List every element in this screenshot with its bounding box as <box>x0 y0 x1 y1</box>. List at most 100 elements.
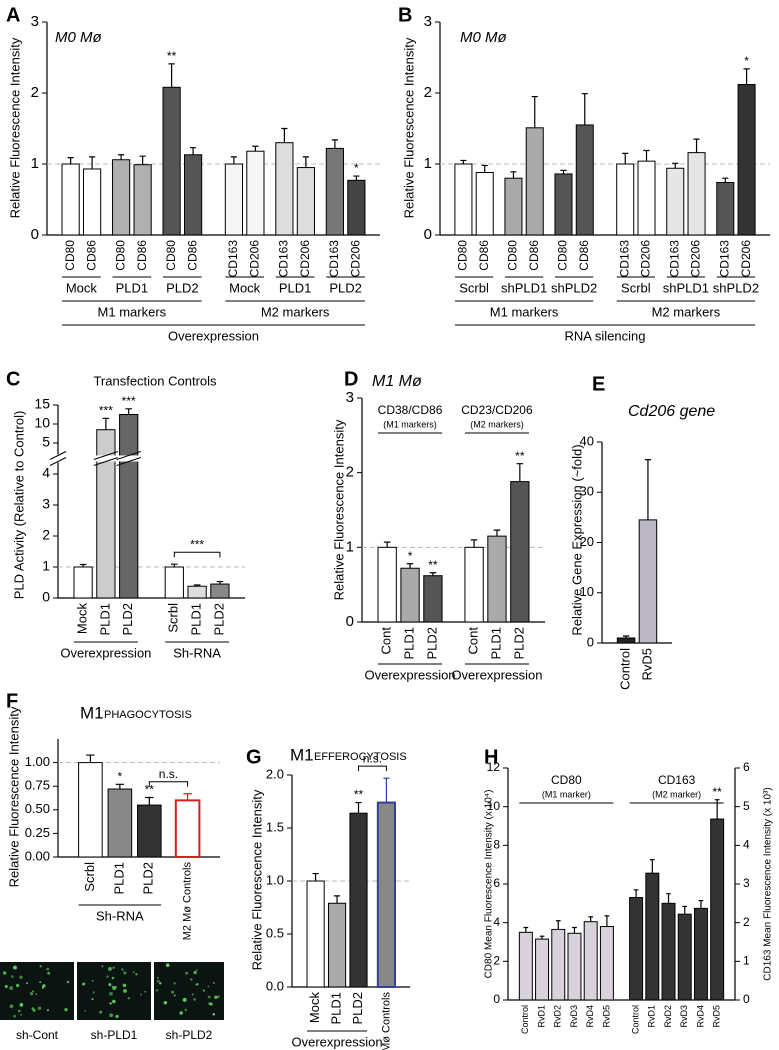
bar <box>666 167 685 236</box>
bar <box>347 179 366 236</box>
bar <box>661 902 676 1001</box>
y-tick-label: 0 <box>346 613 354 630</box>
y-tick-label: 30 <box>580 484 594 499</box>
bar <box>638 519 658 644</box>
bar <box>567 932 582 1001</box>
category-label: CD206 <box>739 240 753 278</box>
y-axis-label: Relative Fluorescence Intensity <box>6 706 21 887</box>
y-tick-label: 4 <box>42 465 50 481</box>
error-bar <box>145 796 154 806</box>
bar <box>629 897 644 1001</box>
panel-title-suffix: PHAGOCYTOSIS <box>104 709 192 721</box>
bar <box>525 127 544 236</box>
error-bar <box>722 177 729 183</box>
bar <box>475 172 494 236</box>
bar <box>551 928 566 1001</box>
y-tick-label: 2 <box>31 84 39 101</box>
bar <box>164 566 184 599</box>
cell-dot <box>121 968 124 971</box>
cell-dot <box>173 982 176 985</box>
y2-tick-label: 4 <box>743 838 750 852</box>
y-tick-label: 8 <box>493 838 500 852</box>
bar <box>616 637 636 644</box>
cell-dot <box>156 976 159 979</box>
y-tick-label: 0.00 <box>25 848 50 863</box>
group-label: Scrbl <box>621 280 651 295</box>
error-bar <box>118 154 125 160</box>
y-tick-label: 3 <box>424 13 432 30</box>
y-tick-label: 1 <box>424 155 432 172</box>
category-label: PLD2 <box>120 603 135 636</box>
category-label: PLD1 <box>488 627 503 660</box>
axis-break-gap <box>50 454 66 463</box>
category-label: Mock <box>307 992 322 1024</box>
bar <box>327 902 347 988</box>
cell-dot <box>207 985 210 988</box>
error-bar <box>302 156 309 168</box>
bar <box>535 938 550 1001</box>
category-label: PLD2 <box>141 862 156 895</box>
category-label: RvD5 <box>601 1005 611 1028</box>
cell-dot <box>9 1004 14 1009</box>
y-tick-label: 0 <box>424 226 432 243</box>
footer-label: Overexpression <box>168 328 259 343</box>
section-label: Overexpression <box>451 667 542 682</box>
y-tick-label: 0.75 <box>25 778 50 793</box>
category-label: M2 Mø Controls <box>182 862 194 941</box>
group-label: shPLD1 <box>663 280 709 295</box>
y-axis-label: CD80 Mean Fluorescence Intensity (x 10⁴) <box>484 790 495 979</box>
error-bar <box>560 169 567 174</box>
category-label: CD80 <box>506 240 520 271</box>
category-label: CD206 <box>298 240 312 278</box>
micrograph-caption: sh-PLD1 <box>91 1028 138 1042</box>
error-bar <box>539 935 545 940</box>
error-bar <box>281 127 288 143</box>
category-label: CD163 <box>277 240 291 278</box>
error-bar <box>125 408 132 415</box>
group-label: shPLD2 <box>713 280 759 295</box>
section-label: Overexpression <box>292 1034 383 1049</box>
error-bar <box>470 539 478 548</box>
micrograph <box>0 962 74 1020</box>
y-tick-label: 15 <box>34 396 50 412</box>
y2-tick-label: 2 <box>743 915 750 929</box>
cell-dot <box>46 1009 49 1012</box>
cell-dot <box>91 998 94 1001</box>
section-label: M2 markers <box>261 304 330 319</box>
cell-dot <box>101 965 104 968</box>
y2-tick-label: 6 <box>743 760 750 774</box>
error-bar <box>743 68 750 85</box>
group-label: Mock <box>229 280 261 295</box>
bar <box>306 880 325 988</box>
comparison-label: *** <box>190 537 204 551</box>
section-header: CD163 <box>658 773 696 787</box>
bar <box>518 931 533 1001</box>
cell-dot <box>39 981 42 984</box>
y-tick-label: 1 <box>42 558 50 574</box>
panel-letter: A <box>6 4 20 26</box>
significance-label: * <box>744 54 749 68</box>
bar <box>510 481 530 623</box>
cell-dot <box>123 989 127 993</box>
cell-dot <box>106 975 109 978</box>
category-label: RvD5 <box>639 648 654 681</box>
cell-dot <box>155 988 159 992</box>
cell-dot <box>66 980 70 984</box>
error-bar <box>171 563 178 567</box>
group-label: PLD1 <box>116 280 149 295</box>
section-header-note: (M1 marker) <box>542 789 591 799</box>
y-tick-label: 20 <box>580 534 594 549</box>
cell-dot <box>159 982 162 985</box>
section-label: Sh-RNA <box>96 908 144 923</box>
category-label: Cont <box>466 627 481 655</box>
panel-title: M1 <box>290 745 314 764</box>
category-label: CD163 <box>667 240 681 278</box>
cell-dot <box>196 983 199 986</box>
error-bar <box>102 417 110 430</box>
bar <box>61 163 80 236</box>
bar <box>376 801 396 988</box>
cell-dot <box>19 1003 24 1007</box>
cell-dot <box>91 979 94 982</box>
cell-dot <box>122 983 127 988</box>
significance-label: ** <box>515 449 525 463</box>
